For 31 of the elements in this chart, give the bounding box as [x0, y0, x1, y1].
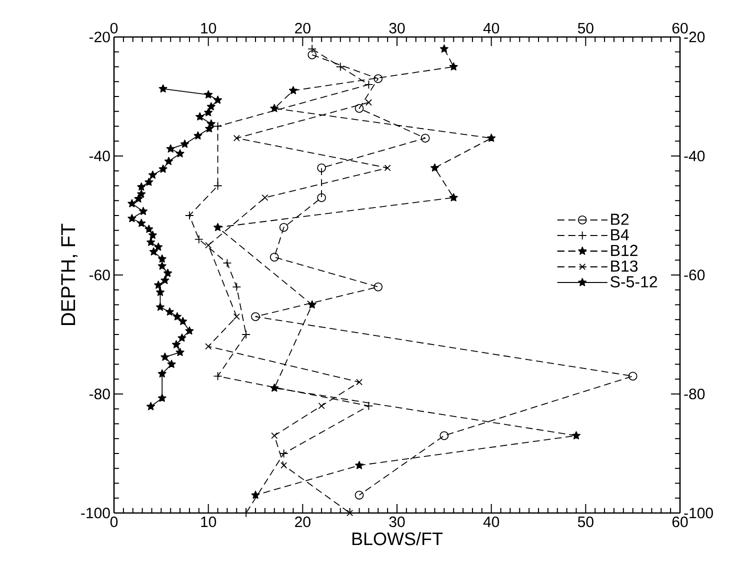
x-tick-label: 40 [483, 516, 500, 528]
y2-tick-label: -60 [684, 270, 705, 280]
x-tick-label: 10 [201, 516, 216, 528]
legend-label: B4 [611, 229, 629, 240]
x2-tick-label: 60 [672, 22, 688, 34]
x-axis-title: BLOWS/FT [352, 532, 443, 546]
y-tick-label: -100 [81, 508, 110, 518]
y-tick-label: -20 [89, 32, 110, 42]
x2-tick-label: 20 [295, 22, 310, 34]
x2-tick-label: 30 [389, 22, 405, 34]
x-tick-label: 50 [578, 516, 594, 528]
y2-tick-label: -20 [684, 32, 705, 42]
x2-tick-label: 10 [201, 22, 216, 34]
y-axis-title: DEPTH, FT [61, 224, 78, 326]
y2-tick-label: -80 [684, 388, 705, 400]
y-tick-label: -80 [89, 388, 110, 400]
y2-tick-label: -40 [684, 150, 705, 162]
legend-label: B13 [611, 260, 638, 272]
x-tick-label: 60 [672, 516, 688, 528]
y-tick-label: -40 [89, 150, 110, 162]
x2-tick-label: 0 [110, 22, 118, 34]
x-tick-label: 30 [389, 516, 405, 528]
x-tick-label: 0 [110, 516, 118, 528]
x2-tick-label: 40 [483, 22, 500, 34]
legend-label: S-5-12 [610, 276, 658, 288]
y-tick-label: -60 [89, 270, 110, 280]
legend-label: B2 [611, 214, 629, 225]
y2-tick-label: -100 [684, 508, 713, 518]
legend-label: B12 [611, 244, 638, 256]
x2-tick-label: 50 [578, 22, 594, 34]
x-tick-label: 20 [295, 516, 310, 528]
